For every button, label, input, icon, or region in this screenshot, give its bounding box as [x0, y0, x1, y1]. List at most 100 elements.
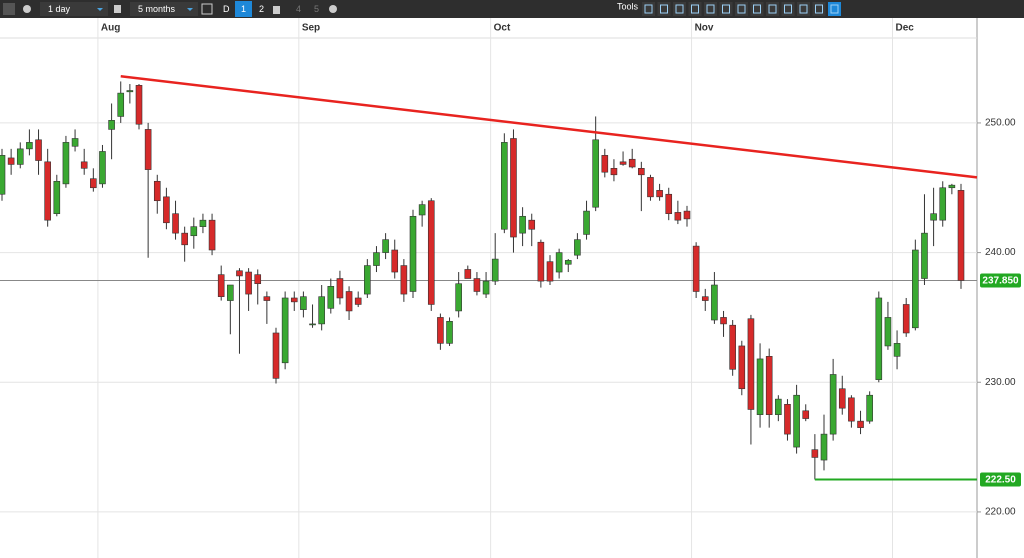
candle-body — [555, 252, 563, 273]
tool-icons — [642, 2, 841, 16]
tool-button[interactable] — [657, 2, 671, 16]
candle-body — [90, 178, 97, 189]
candle-body — [528, 219, 536, 230]
candle-body — [345, 291, 353, 312]
tool-button[interactable] — [688, 2, 702, 16]
btn-text[interactable]: D — [223, 4, 230, 14]
settings-icon[interactable] — [23, 5, 31, 13]
candle-body — [418, 204, 426, 216]
settings-icon[interactable] — [329, 5, 337, 13]
price-label: 237.850 — [982, 276, 1019, 287]
btn-active[interactable] — [235, 1, 252, 17]
tool-button[interactable] — [781, 2, 795, 16]
y-tick-label: 220.00 — [985, 507, 1016, 518]
x-tick-label: Nov — [695, 23, 714, 34]
candle-body — [491, 258, 499, 282]
candle-body — [53, 180, 61, 214]
btn-text[interactable]: 2 — [259, 4, 264, 14]
candle-body — [354, 297, 362, 305]
candle-body — [638, 168, 645, 176]
candle-body — [957, 190, 965, 281]
tool-button[interactable] — [812, 2, 826, 16]
candle-body — [44, 161, 51, 221]
candle-body — [172, 213, 179, 234]
candle-body — [135, 85, 143, 125]
lock-icon[interactable] — [114, 5, 121, 13]
candle-body — [144, 129, 152, 170]
candle-body — [829, 374, 837, 435]
candle-body — [838, 388, 846, 409]
candle-body — [163, 196, 170, 224]
tools-text: Tools — [617, 1, 639, 11]
tool-glyph — [799, 4, 808, 14]
candles — [0, 81, 965, 480]
candle-body — [756, 358, 764, 415]
tool-glyph — [815, 4, 823, 14]
candle-body — [628, 158, 636, 168]
candle-body — [738, 345, 746, 390]
candle-body — [153, 180, 161, 202]
save-icon[interactable] — [273, 6, 280, 14]
candle-body — [437, 317, 444, 344]
candle-body — [866, 394, 873, 422]
candle-body — [537, 241, 545, 282]
tool-button[interactable] — [750, 2, 764, 16]
candle-body — [610, 168, 618, 176]
menu-icon[interactable] — [3, 3, 15, 15]
calendar-icon[interactable] — [201, 3, 213, 15]
candle-body — [747, 318, 755, 410]
price-label-box — [980, 273, 1021, 288]
x-tick-label: Dec — [896, 23, 915, 34]
range-text: 5 months — [138, 4, 176, 14]
price-label-box — [980, 472, 1021, 487]
candle-body — [208, 219, 216, 251]
tool-glyph — [768, 4, 777, 14]
candle-body — [656, 190, 663, 198]
candle-body — [875, 297, 883, 380]
candle-body — [775, 398, 782, 415]
tool-button[interactable] — [673, 2, 686, 16]
candle-body — [921, 232, 928, 279]
tool-button[interactable] — [735, 2, 748, 16]
candle-body — [711, 284, 718, 321]
tool-button[interactable] — [828, 2, 841, 16]
candle-body — [272, 332, 280, 379]
btn-text[interactable]: 1 — [241, 4, 246, 14]
candle-body — [99, 151, 106, 185]
candle-body — [391, 249, 399, 273]
tool-glyph — [784, 4, 792, 14]
tool-glyph — [722, 4, 730, 14]
tool-glyph — [644, 4, 653, 14]
toolbar: 1 day 5 months D 1 2 4 5 Tools — [0, 0, 1024, 18]
candle-body — [373, 252, 380, 266]
tool-button[interactable] — [642, 2, 655, 16]
range-select[interactable] — [130, 2, 198, 16]
x-tick-label: Aug — [101, 23, 120, 34]
candle-body — [948, 184, 956, 189]
tool-button[interactable] — [704, 2, 717, 16]
candle-body — [564, 260, 572, 265]
y-tick-label: 240.00 — [985, 247, 1016, 258]
candle-body — [884, 317, 892, 347]
candle-body — [683, 210, 691, 220]
tool-button[interactable] — [766, 2, 779, 16]
candle-body — [665, 193, 673, 214]
candle-body — [592, 139, 599, 208]
candle-body — [583, 210, 590, 235]
candle-body — [263, 296, 271, 301]
candle-body — [108, 120, 115, 130]
candle-body — [71, 138, 79, 147]
tool-button[interactable] — [797, 2, 810, 16]
candle-body — [318, 296, 325, 325]
tool-button[interactable] — [719, 2, 733, 16]
candle-body — [519, 215, 526, 234]
btn-text[interactable]: 5 — [314, 4, 319, 14]
y-tick-label: 230.00 — [985, 377, 1016, 388]
btn-text[interactable]: 4 — [296, 4, 301, 14]
candle-body — [290, 297, 298, 303]
candle-body — [857, 420, 864, 428]
interval-select[interactable] — [40, 2, 108, 16]
candle-body — [802, 410, 810, 419]
trend-line — [120, 75, 978, 179]
